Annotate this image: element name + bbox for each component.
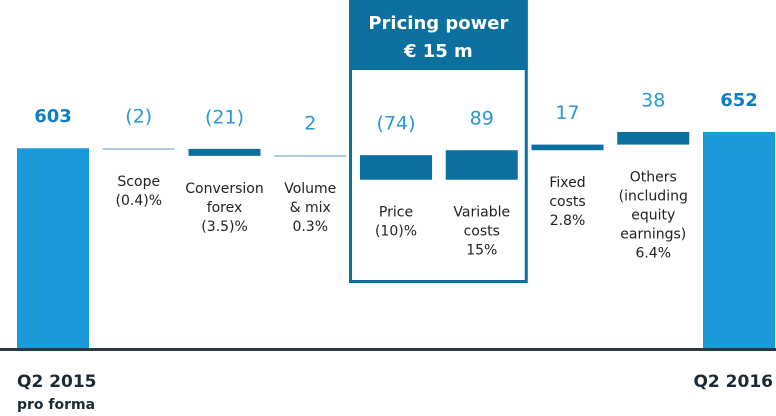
category-label: forex [207,200,243,216]
category-label: Variable [453,205,510,221]
value-label: 38 [641,90,665,112]
total-label: Q2 2015 [17,372,97,392]
total-bar [17,148,89,348]
change-bar [274,155,347,157]
total-bar [703,132,775,348]
group-header [349,0,528,70]
category-label: (0.4)% [116,193,163,209]
value-label: 652 [720,90,758,111]
category-label: 15% [466,243,497,259]
value-label: (2) [125,106,152,128]
category-label: 6.4% [635,246,671,262]
change-bar [102,148,175,150]
category-label: 2.8% [550,213,586,229]
change-bar [617,132,690,145]
category-label: costs [464,224,500,240]
total-label: Q2 2016 [693,372,773,392]
category-label: Price [379,205,413,221]
category-label: Others [630,170,677,186]
total-label: pro forma [17,397,95,413]
category-label: costs [549,194,585,210]
category-label: 0.3% [292,219,328,235]
category-label: earnings) [620,227,686,243]
category-label: Conversion [185,181,264,197]
category-label: Fixed [549,175,585,191]
change-bar [445,150,518,180]
category-label: (including [619,189,688,205]
category-label: (3.5)% [201,219,248,235]
value-label: 2 [304,113,316,135]
category-label: (10)% [375,224,417,240]
group-value: € 15 m [403,41,473,62]
value-label: (21) [205,106,244,128]
value-label: (74) [376,113,415,135]
group-title: Pricing power [368,13,508,34]
value-label: 89 [470,108,494,130]
category-label: Volume [284,181,336,197]
category-label: Scope [117,174,160,190]
change-bar [360,155,432,180]
change-bar [188,148,261,156]
value-label: 17 [555,102,579,124]
category-label: & mix [290,200,331,216]
category-label: equity [631,208,675,224]
value-label: 603 [34,106,72,127]
baseline [0,348,776,351]
change-bar [531,144,604,151]
